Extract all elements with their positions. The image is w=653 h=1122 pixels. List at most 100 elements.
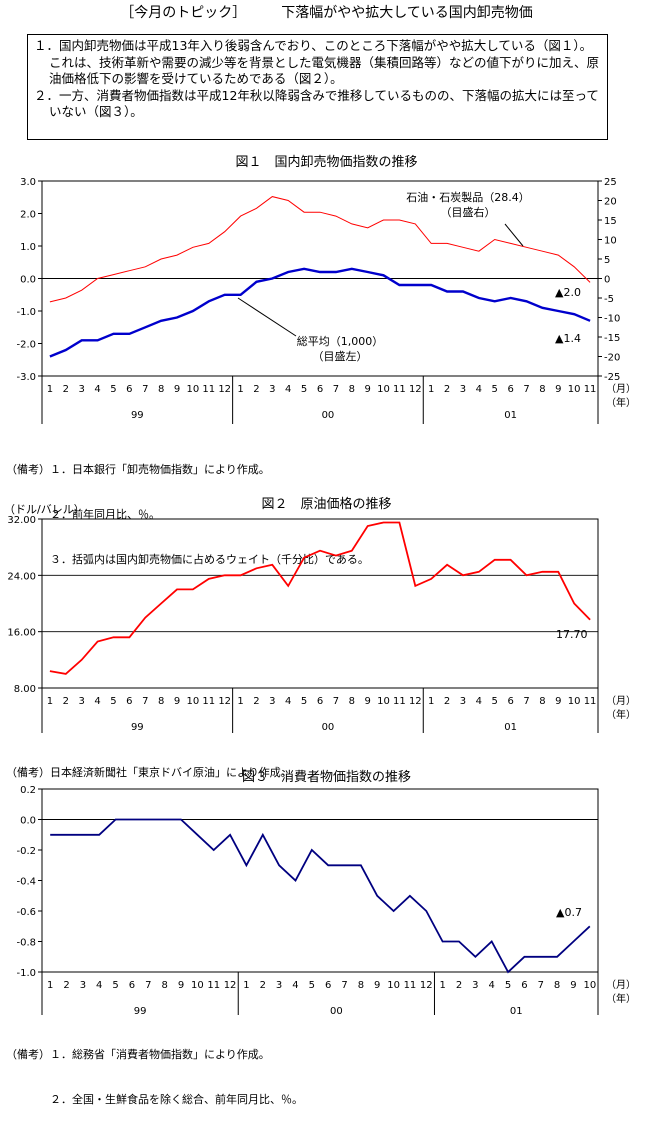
month-label: 12: [420, 980, 433, 991]
month-label: 8: [161, 980, 167, 991]
month-label: 5: [110, 696, 116, 707]
month-label: 11: [207, 980, 220, 991]
month-label: 12: [218, 384, 231, 395]
month-label: 1: [243, 980, 249, 991]
month-label: 4: [489, 980, 495, 991]
month-label: 10: [568, 696, 581, 707]
series-line-1: [49, 196, 591, 303]
month-label: 10: [377, 696, 390, 707]
month-label: 3: [460, 696, 466, 707]
month-label: 6: [129, 980, 135, 991]
month-label: 7: [333, 384, 339, 395]
month-label: 1: [428, 384, 434, 395]
oil-pointer: [504, 223, 524, 247]
y-tick-label: -3.0: [16, 372, 36, 383]
fig1-note-2: ２．前年同月比、％。: [6, 508, 160, 521]
month-label: 2: [63, 384, 69, 395]
month-label: 3: [472, 980, 478, 991]
month-label: 2: [63, 696, 69, 707]
y-tick-label: -0.6: [16, 907, 36, 918]
month-label: 12: [218, 696, 231, 707]
y-tick-label: -0.2: [16, 846, 36, 857]
year-label: 01: [510, 1006, 523, 1015]
y-tick-label: 1.0: [20, 242, 36, 253]
y2-tick-label: 5: [604, 255, 610, 266]
month-label: 3: [269, 384, 275, 395]
month-label: 4: [94, 696, 100, 707]
x-unit-month: （月）: [606, 979, 636, 991]
year-label: 00: [330, 1006, 343, 1015]
x-unit-year: （年）: [606, 992, 636, 1005]
year-label: 99: [134, 1006, 147, 1015]
month-label: 10: [377, 384, 390, 395]
month-label: 6: [317, 696, 323, 707]
oil-series-axis: （目盛右）: [441, 205, 496, 219]
month-label: 7: [523, 384, 529, 395]
month-label: 4: [292, 980, 298, 991]
plot-frame: [41, 788, 599, 973]
x-unit-month: （月）: [606, 695, 636, 707]
series-line-0: [49, 267, 591, 358]
y2-tick-label: 25: [604, 177, 617, 188]
summary-item-2: ２．一方、消費者物価指数は平成12年秋以降弱含みで推移しているものの、下落幅の拡…: [34, 87, 599, 120]
month-label: 7: [333, 696, 339, 707]
month-label: 3: [79, 696, 85, 707]
month-label: 1: [47, 384, 53, 395]
month-label: 3: [79, 384, 85, 395]
month-label: 6: [126, 696, 132, 707]
month-label: 5: [301, 384, 307, 395]
month-label: 2: [444, 696, 450, 707]
month-label: 7: [142, 696, 148, 707]
month-label: 11: [404, 980, 417, 991]
month-label: 6: [521, 980, 527, 991]
month-label: 11: [393, 384, 406, 395]
total-series-axis: （目盛左）: [313, 349, 368, 363]
month-label: 8: [349, 696, 355, 707]
month-label: 5: [492, 696, 498, 707]
total-end-label: ▲1.4: [555, 332, 581, 345]
month-label: 1: [428, 696, 434, 707]
oil-end-label: 17.70: [556, 628, 588, 641]
month-label: 8: [539, 696, 545, 707]
y-tick-label: -0.4: [16, 877, 36, 888]
year-label: 01: [504, 722, 517, 733]
series-line-0: [49, 521, 591, 675]
month-label: 7: [142, 384, 148, 395]
month-label: 9: [178, 980, 184, 991]
month-label: 12: [224, 980, 237, 991]
plot-frame: [41, 518, 599, 689]
year-label: 00: [322, 722, 335, 733]
month-label: 7: [538, 980, 544, 991]
fig2-notes: （備考）日本経済新聞社「東京ドバイ原油」により作成。: [6, 735, 292, 795]
month-label: 1: [237, 696, 243, 707]
cpi-end-label: ▲0.7: [556, 906, 582, 919]
month-label: 9: [555, 696, 561, 707]
fig3-title: 図３ 消費者物価指数の推移: [241, 770, 411, 785]
month-label: 9: [374, 980, 380, 991]
summary-box: １．国内卸売物価は平成13年入り後弱含んでおり、このところ下落幅がやや拡大してい…: [27, 34, 608, 140]
y2-tick-label: -5: [604, 294, 614, 305]
month-label: 9: [555, 384, 561, 395]
year-label: 00: [322, 410, 335, 421]
month-label: 1: [439, 980, 445, 991]
oil-end-label: ▲2.0: [555, 286, 581, 299]
month-label: 9: [570, 980, 576, 991]
fig3-notes: （備考）１．総務省「消費者物価指数」により作成。 ２．全国・生鮮食品を除く総合、…: [6, 1017, 303, 1122]
y-tick-label: 0.2: [20, 785, 36, 796]
fig1-note-3: ３．括弧内は国内卸売物価に占めるウェイト（千分比）である。: [6, 553, 369, 566]
month-label: 5: [492, 384, 498, 395]
month-label: 4: [476, 384, 482, 395]
oil-series-name: 石油・石炭製品（28.4）: [406, 190, 530, 204]
month-label: 2: [456, 980, 462, 991]
fig3-chart: 0.20.0-0.2-0.4-0.6-0.8-1.099 00 011 2 3 4 5 6 7 8…: [16, 785, 636, 1015]
month-label: 5: [301, 696, 307, 707]
x-unit-year: （年）: [606, 708, 636, 721]
x-unit-month: （月）: [606, 383, 636, 395]
month-label: 3: [80, 980, 86, 991]
y2-tick-label: -10: [604, 314, 620, 325]
month-label: 9: [364, 696, 370, 707]
y2-tick-label: 20: [604, 197, 617, 208]
month-label: 11: [584, 696, 597, 707]
month-label: 8: [349, 384, 355, 395]
